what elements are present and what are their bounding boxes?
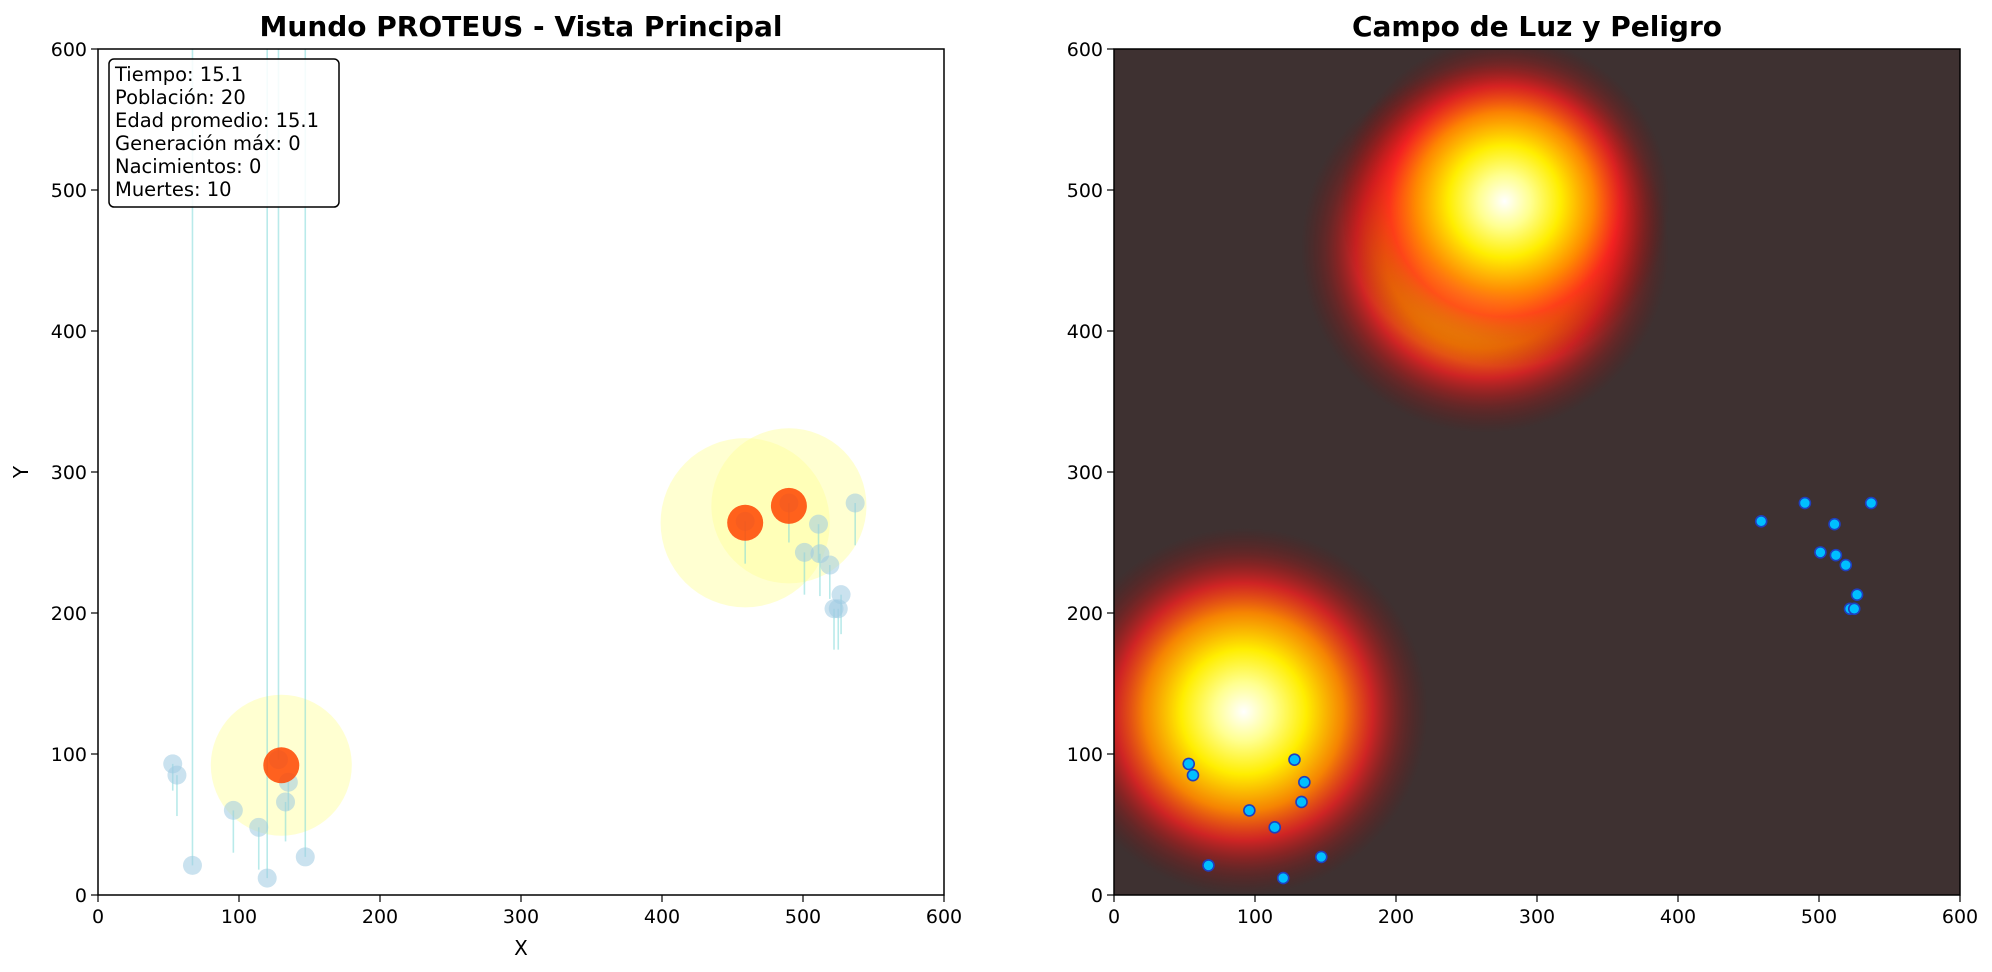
stats-box-frame xyxy=(108,58,340,208)
main-view-x-tick-label: 400 xyxy=(644,906,680,928)
organism-marker xyxy=(223,800,243,820)
heatmap-point xyxy=(1847,602,1861,616)
organism-marker xyxy=(794,542,814,562)
x-axis-label: X xyxy=(514,936,528,960)
main-view-y-tick-label: 300 xyxy=(51,462,87,484)
heatmap-point xyxy=(1814,546,1827,559)
main-view-x-tick-label: 200 xyxy=(362,906,398,928)
heatmap-point xyxy=(1182,757,1196,771)
heatmap-point xyxy=(1754,515,1768,528)
heatmap-point xyxy=(1268,821,1282,834)
heatmap-point xyxy=(1839,558,1853,572)
heatmap-x-tick-label: 600 xyxy=(1942,906,1978,928)
organism-marker xyxy=(831,585,851,605)
heat-hotspot xyxy=(1114,527,1428,895)
organism-marker xyxy=(167,765,187,785)
heatmap-y-tick-label: 300 xyxy=(1067,462,1103,484)
heatmap-x-tick-label: 0 xyxy=(1108,906,1120,928)
heatmap-x-tick-label: 200 xyxy=(1378,906,1414,928)
stats-box: Tiempo: 15.1 Población: 20 Edad promedio… xyxy=(108,58,340,208)
heatmap-point xyxy=(1295,795,1308,809)
light-core xyxy=(727,504,764,541)
main-view-panel: Mundo PROTEUS - Vista Principal 0 100 200 3… xyxy=(9,10,962,960)
heatmap-y-tick-label: 100 xyxy=(1067,744,1103,766)
heatmap-point xyxy=(1298,775,1311,789)
heatmap-point xyxy=(1288,753,1301,766)
main-view-x-tick-label: 600 xyxy=(926,906,962,928)
main-view-y-tick-label: 600 xyxy=(51,39,87,61)
organism-marker xyxy=(828,599,848,619)
light-danger-title: Campo de Luz y Peligro xyxy=(1352,10,1722,43)
organism-marker xyxy=(845,493,865,513)
main-view-y-tick-label: 500 xyxy=(51,180,87,202)
stat-nacimientos: Nacimientos: 0 xyxy=(115,155,261,178)
heatmap-point xyxy=(1202,859,1215,872)
heatmap-y-tick-label: 400 xyxy=(1067,321,1103,343)
heatmap-y-tick-label: 500 xyxy=(1067,180,1103,202)
main-view-x-tick-label: 300 xyxy=(503,906,539,928)
heat-hotspot xyxy=(1339,49,1670,367)
main-view-title: Mundo PROTEUS - Vista Principal xyxy=(260,10,783,43)
organism-marker xyxy=(295,847,315,867)
heatmap-point xyxy=(1276,871,1290,885)
organism-marker xyxy=(249,817,269,837)
heatmap-point xyxy=(1186,768,1200,782)
organism-marker xyxy=(820,555,840,575)
heatmap-point xyxy=(1864,496,1878,510)
light-danger-panel: Campo de Luz y Peligro 0 100 200 300 400 500 6… xyxy=(1067,10,1978,928)
main-view-x-tick-label: 500 xyxy=(785,906,821,928)
heatmap-y-tick-label: 600 xyxy=(1067,39,1103,61)
organism-marker xyxy=(809,514,829,534)
heatmap-point xyxy=(1829,548,1843,562)
heatmap-y-tick-label: 200 xyxy=(1067,603,1103,625)
main-view-x-tick-label: 0 xyxy=(92,906,104,928)
heatmap-point xyxy=(1850,588,1864,601)
stat-generacion-max: Generación máx: 0 xyxy=(115,132,301,155)
stat-muertes: Muertes: 10 xyxy=(115,178,232,201)
heatmap-point xyxy=(1243,804,1256,817)
heatmap-x-tick-label: 400 xyxy=(1660,906,1696,928)
heatmap-y-tick-label: 0 xyxy=(1091,885,1103,907)
light-core xyxy=(263,747,300,784)
heatmap-point xyxy=(1828,517,1841,531)
heatmap-x-tick-label: 500 xyxy=(1801,906,1837,928)
light-core xyxy=(770,487,807,524)
heatmap-x-tick-label: 300 xyxy=(1519,906,1555,928)
heatmap-x-tick-label: 100 xyxy=(1237,906,1273,928)
organism-marker xyxy=(182,855,202,875)
y-axis-label: Y xyxy=(9,465,33,479)
main-view-y-tick-label: 400 xyxy=(51,321,87,343)
main-view-x-tick-label: 100 xyxy=(221,906,257,928)
main-view-y-tick-label: 0 xyxy=(75,885,87,907)
organism-marker xyxy=(257,868,277,888)
stat-edad-promedio: Edad promedio: 15.1 xyxy=(115,109,319,132)
stat-poblacion: Población: 20 xyxy=(115,86,246,109)
stat-tiempo: Tiempo: 15.1 xyxy=(114,63,243,86)
main-view-y-tick-label: 200 xyxy=(51,603,87,625)
heatmap-point xyxy=(1798,496,1812,510)
organism-marker xyxy=(276,792,296,812)
main-view-y-tick-label: 100 xyxy=(51,744,87,766)
heatmap-point xyxy=(1314,850,1328,864)
